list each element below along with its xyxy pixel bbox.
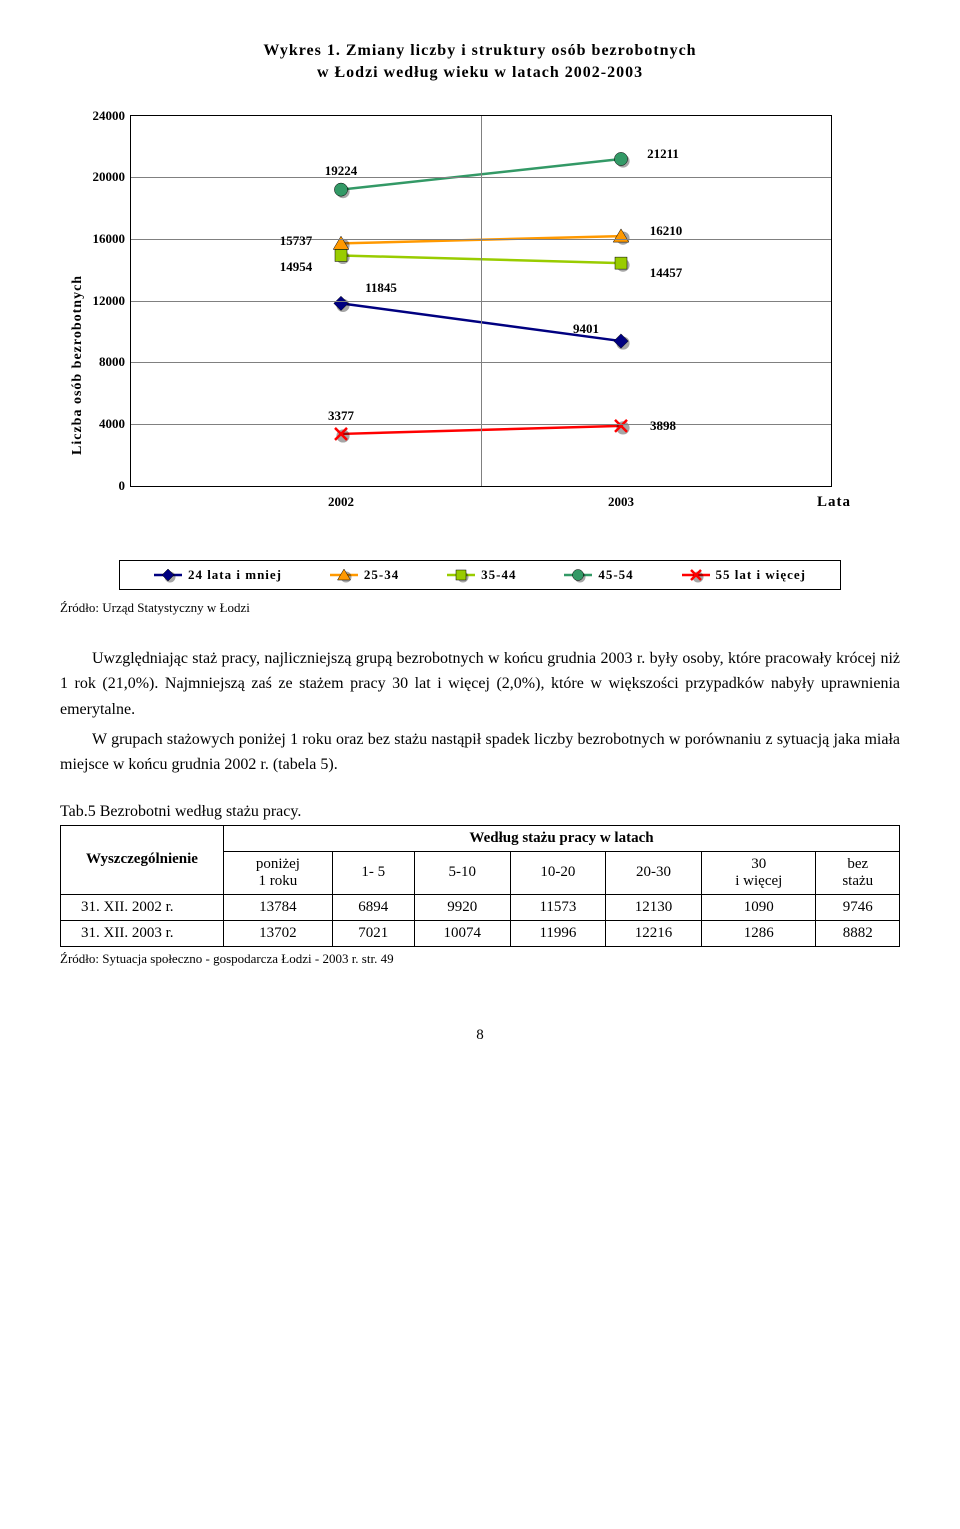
legend-item: 35-44 <box>447 567 516 583</box>
column-header: 30i więcej <box>702 851 816 894</box>
body-text: Uwzględniając staż pracy, najliczniejszą… <box>60 646 900 778</box>
legend-item: 25-34 <box>330 567 399 583</box>
data-label: 3377 <box>328 408 354 424</box>
cell: 1286 <box>702 920 816 946</box>
data-label: 9401 <box>573 321 599 337</box>
chart-area: Liczba osób bezrobotnych Lata 0400080001… <box>60 115 900 535</box>
chart-plot: Lata 04000800012000160002000024000200220… <box>130 115 832 487</box>
y-tick: 24000 <box>93 108 126 124</box>
table-caption: Tab.5 Bezrobotni według stażu pracy. <box>60 803 900 821</box>
data-table: Wyszczególnienie Według stażu pracy w la… <box>60 825 900 947</box>
data-label: 11845 <box>365 280 397 296</box>
cell: 13702 <box>224 920 333 946</box>
spanner-header: Według stażu pracy w latach <box>224 825 900 851</box>
data-label: 15737 <box>280 233 313 249</box>
column-header: 5-10 <box>414 851 510 894</box>
cell: 6894 <box>332 894 414 920</box>
cell: 12130 <box>605 894 701 920</box>
x-tick: 2003 <box>608 494 634 510</box>
page-number: 8 <box>60 1027 900 1044</box>
cell: 12216 <box>605 920 701 946</box>
y-axis-label: Liczba osób bezrobotnych <box>70 275 86 455</box>
y-tick: 0 <box>119 478 126 494</box>
legend-item: 55 lat i więcej <box>682 567 806 583</box>
data-label: 14457 <box>650 265 683 281</box>
cell: 11573 <box>510 894 605 920</box>
table-source: Źródło: Sytuacja społeczno - gospodarcza… <box>60 951 900 967</box>
y-tick: 12000 <box>93 293 126 309</box>
cell: 9746 <box>816 894 900 920</box>
row-label: 31. XII. 2002 r. <box>61 894 224 920</box>
data-label: 21211 <box>647 146 679 162</box>
cell: 8882 <box>816 920 900 946</box>
column-header: poniżej1 roku <box>224 851 333 894</box>
row-header: Wyszczególnienie <box>61 825 224 894</box>
cell: 1090 <box>702 894 816 920</box>
row-label: 31. XII. 2003 r. <box>61 920 224 946</box>
chart-title: Wykres 1. Zmiany liczby i struktury osób… <box>60 40 900 85</box>
legend-item: 24 lata i mniej <box>154 567 282 583</box>
cell: 11996 <box>510 920 605 946</box>
column-header: 20-30 <box>605 851 701 894</box>
column-header: 1- 5 <box>332 851 414 894</box>
column-header: bezstażu <box>816 851 900 894</box>
y-tick: 4000 <box>99 416 125 432</box>
y-tick: 20000 <box>93 169 126 185</box>
cell: 9920 <box>414 894 510 920</box>
data-label: 16210 <box>650 223 683 239</box>
x-axis-label: Lata <box>817 494 851 511</box>
cell: 7021 <box>332 920 414 946</box>
x-tick: 2002 <box>328 494 354 510</box>
y-tick: 8000 <box>99 354 125 370</box>
chart-legend: 24 lata i mniej 25-34 35-44 45-54 55 lat i w… <box>119 560 841 590</box>
column-header: 10-20 <box>510 851 605 894</box>
data-label: 14954 <box>280 259 313 275</box>
legend-item: 45-54 <box>564 567 633 583</box>
chart-source: Źródło: Urząd Statystyczny w Łodzi <box>60 600 900 616</box>
cell: 10074 <box>414 920 510 946</box>
cell: 13784 <box>224 894 333 920</box>
data-label: 19224 <box>325 163 358 179</box>
data-label: 3898 <box>650 418 676 434</box>
y-tick: 16000 <box>93 231 126 247</box>
